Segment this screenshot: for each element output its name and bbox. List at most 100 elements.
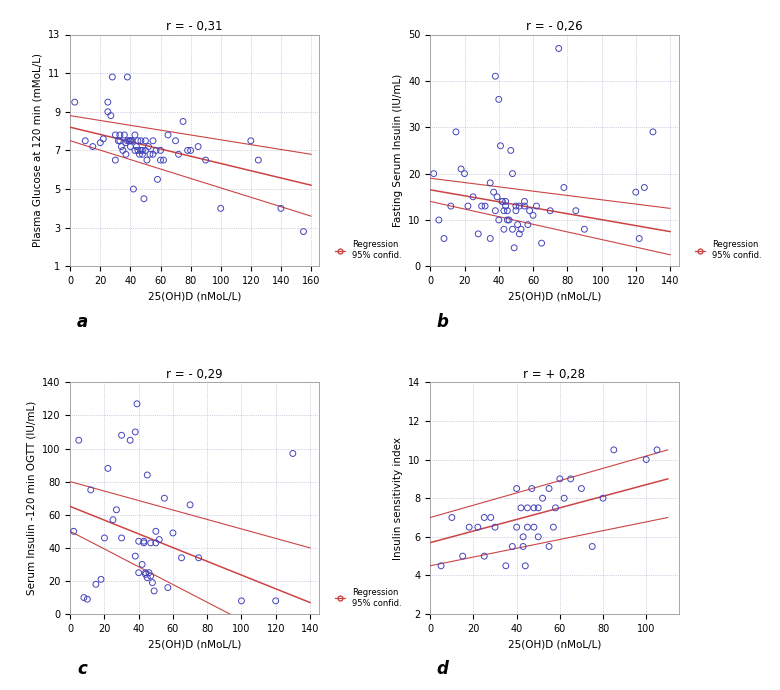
Point — [501, 205, 513, 216]
Point — [597, 493, 609, 504]
Point — [506, 224, 519, 235]
Point — [633, 233, 646, 244]
Point — [117, 145, 129, 156]
Point — [126, 135, 138, 146]
Point — [150, 145, 162, 156]
Point — [498, 205, 510, 216]
Point — [101, 97, 114, 108]
Point — [154, 145, 167, 156]
Point — [121, 72, 133, 83]
Point — [489, 205, 502, 216]
Point — [499, 201, 512, 212]
Point — [518, 196, 530, 207]
Point — [130, 141, 143, 152]
Point — [144, 149, 156, 160]
Point — [472, 228, 484, 239]
Point — [537, 493, 549, 504]
Point — [112, 135, 125, 146]
Point — [84, 484, 97, 495]
Point — [110, 504, 122, 515]
Point — [515, 224, 527, 235]
Point — [526, 210, 539, 221]
Point — [151, 174, 164, 185]
Point — [558, 493, 570, 504]
Point — [495, 140, 507, 151]
Point — [476, 201, 488, 212]
Legend: Regression
95% confid.: Regression 95% confid. — [695, 240, 761, 260]
Point — [121, 135, 133, 146]
Point — [146, 577, 158, 588]
Point — [528, 522, 541, 533]
Point — [544, 205, 556, 216]
Point — [523, 205, 536, 216]
Point — [517, 531, 530, 542]
Point — [535, 237, 548, 248]
Point — [489, 70, 502, 81]
Point — [135, 135, 147, 146]
Point — [140, 567, 152, 578]
Point — [438, 233, 450, 244]
Point — [215, 203, 227, 214]
Point — [137, 538, 150, 549]
Point — [136, 559, 148, 570]
Point — [169, 135, 182, 146]
Point — [153, 534, 165, 545]
Point — [193, 552, 205, 563]
Title: r = - 0,31: r = - 0,31 — [166, 20, 222, 33]
Point — [142, 141, 154, 152]
Point — [158, 493, 171, 504]
Point — [549, 502, 562, 513]
Point — [107, 514, 119, 525]
Point — [147, 149, 159, 160]
Point — [509, 201, 522, 212]
Point — [236, 595, 248, 607]
Text: b: b — [437, 313, 448, 331]
Point — [640, 454, 652, 465]
Point — [73, 435, 85, 446]
Point — [275, 203, 287, 214]
Point — [119, 149, 132, 160]
Point — [586, 541, 598, 552]
Point — [565, 473, 577, 484]
Point — [141, 469, 154, 480]
Point — [132, 135, 144, 146]
Point — [479, 201, 491, 212]
Y-axis label: Insulin sensitivity index: Insulin sensitivity index — [392, 437, 402, 560]
Point — [147, 135, 159, 146]
Point — [90, 579, 102, 590]
Point — [427, 168, 440, 179]
Point — [127, 184, 140, 195]
X-axis label: 25(OH)D (nMoL/L): 25(OH)D (nMoL/L) — [508, 292, 601, 302]
Point — [150, 526, 162, 537]
Point — [503, 215, 516, 226]
Point — [133, 535, 145, 546]
Point — [106, 72, 119, 83]
Point — [647, 126, 659, 137]
Point — [506, 541, 519, 552]
Point — [297, 226, 310, 237]
X-axis label: 25(OH)D (nMoL/L): 25(OH)D (nMoL/L) — [147, 640, 241, 649]
Point — [139, 145, 151, 156]
Point — [578, 224, 590, 235]
Point — [463, 522, 475, 533]
Point — [136, 145, 149, 156]
Text: c: c — [78, 660, 87, 678]
Point — [488, 186, 500, 197]
Point — [139, 135, 151, 146]
Point — [114, 135, 126, 146]
Point — [148, 585, 161, 596]
Point — [513, 201, 526, 212]
Point — [552, 43, 565, 54]
Point — [521, 502, 534, 513]
Point — [124, 435, 136, 446]
Point — [124, 135, 136, 146]
Point — [459, 168, 471, 179]
Point — [547, 522, 559, 533]
Point — [496, 196, 509, 207]
Title: r = - 0,26: r = - 0,26 — [526, 20, 583, 33]
Point — [484, 512, 497, 523]
Point — [532, 502, 544, 513]
Point — [512, 219, 524, 230]
Point — [450, 126, 463, 137]
Point — [445, 201, 457, 212]
